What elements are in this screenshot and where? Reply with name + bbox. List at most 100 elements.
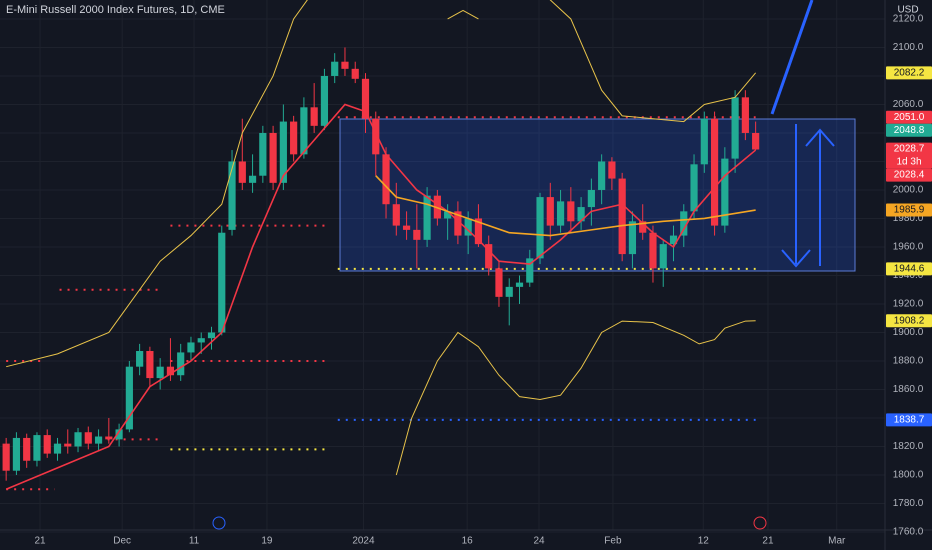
price-label: 1944.6 — [894, 264, 925, 275]
price-label: 2051.0 — [894, 112, 925, 123]
x-tick-label: 2024 — [352, 536, 375, 547]
candle-body — [649, 232, 657, 269]
y-tick-label: 2060.0 — [893, 99, 924, 110]
candle-body — [331, 61, 339, 76]
event-icon[interactable] — [753, 516, 767, 530]
candle-body — [351, 68, 359, 79]
candle-body — [23, 437, 31, 461]
range-arrows — [781, 124, 835, 268]
candle-body — [310, 107, 318, 126]
price-label: 2028.7 — [894, 144, 925, 155]
candle-body — [608, 161, 616, 179]
price-label-box — [886, 314, 932, 328]
candle-body — [12, 437, 21, 471]
candle-body — [207, 332, 216, 339]
candle-body — [505, 286, 513, 297]
x-tick-label: 21 — [762, 536, 774, 547]
candle-body — [423, 195, 431, 240]
price-label-box — [886, 142, 932, 169]
candle-body — [125, 366, 133, 430]
candle-body — [402, 225, 411, 230]
candle-body — [567, 201, 575, 222]
candle-body — [166, 366, 175, 376]
plot — [2, 0, 760, 491]
candle-body — [639, 221, 647, 233]
candle-body — [218, 232, 226, 333]
candle-body — [290, 121, 298, 155]
candle-body — [454, 211, 462, 236]
candle-body — [741, 97, 749, 133]
candle-body — [680, 211, 688, 236]
candle-body — [721, 158, 729, 226]
candle-body — [64, 443, 72, 447]
candle-body — [269, 132, 277, 183]
candle-body — [710, 118, 719, 226]
y-tick-label: 1960.0 — [893, 242, 924, 253]
candle-body — [259, 132, 267, 176]
y-tick-label: 1920.0 — [893, 299, 924, 310]
candle-body — [546, 197, 554, 226]
candle-body — [700, 118, 708, 165]
candle-body — [341, 61, 349, 69]
y-tick-label: 2000.0 — [893, 185, 924, 196]
x-tick-label: 19 — [261, 536, 273, 547]
candle-body — [372, 118, 380, 155]
x-tick-label: 21 — [34, 536, 46, 547]
candle-body — [731, 97, 739, 159]
indicator-line — [549, 0, 757, 123]
candle-body — [669, 235, 678, 245]
candle-body — [444, 211, 452, 219]
range-box — [339, 118, 856, 272]
candle-body — [361, 78, 370, 119]
candle-body — [300, 107, 308, 155]
candle-body — [464, 218, 472, 236]
candle-body — [618, 178, 626, 255]
indicator-line — [395, 320, 756, 476]
candle-body — [320, 75, 329, 126]
candle-body — [659, 244, 667, 269]
candle-body — [74, 432, 82, 447]
currency: USD — [897, 5, 918, 16]
candle-body — [238, 161, 246, 183]
price-label-box — [886, 413, 932, 427]
x-tick-label: 12 — [698, 536, 710, 547]
candle-body — [556, 201, 565, 226]
candle-body — [84, 432, 92, 444]
x-tick-label: Dec — [113, 536, 131, 547]
candle-body — [526, 258, 534, 283]
y-tick-label: 2100.0 — [893, 42, 924, 53]
candle-body — [628, 221, 637, 255]
candle-body — [515, 282, 524, 287]
y-tick-label: 1900.0 — [893, 327, 924, 338]
y-tick-label: 1880.0 — [893, 356, 924, 367]
candle-body — [197, 338, 205, 343]
y-tick-label: 1860.0 — [893, 384, 924, 395]
y-tick-label: 1980.0 — [893, 213, 924, 224]
trend-arrow — [770, 0, 814, 115]
price-label-box — [886, 123, 932, 137]
candle-body — [474, 218, 483, 245]
x-tick-label: 24 — [533, 536, 545, 547]
candle-body — [279, 121, 287, 183]
price-label: 1985.9 — [894, 205, 925, 216]
candle-body — [752, 132, 760, 150]
x-tick-label: 11 — [189, 536, 200, 547]
y-tick-label: 1780.0 — [893, 498, 924, 509]
price-label-box — [886, 66, 932, 80]
price-countdown: 1d 3h — [896, 157, 921, 168]
candle-body — [187, 342, 195, 353]
price-label-box — [886, 262, 932, 276]
candle-body — [146, 351, 154, 379]
indicator-line — [5, 103, 757, 490]
candle-body — [485, 244, 493, 269]
candle-body — [392, 204, 400, 226]
price-label-box — [886, 168, 932, 182]
candle-body — [2, 443, 10, 471]
candle-body — [690, 164, 698, 212]
candle-body — [105, 436, 113, 440]
price-label-box — [886, 203, 932, 217]
indicator-line — [6, 0, 308, 368]
event-icon[interactable] — [212, 516, 226, 530]
candle-body — [536, 197, 544, 259]
indicator-line — [447, 9, 479, 20]
